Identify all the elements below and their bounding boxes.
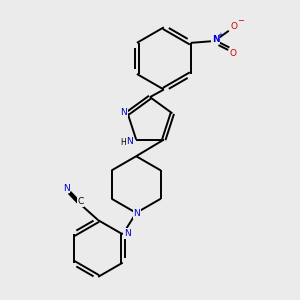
Text: N: N bbox=[124, 229, 131, 238]
Text: H: H bbox=[120, 138, 126, 147]
Text: O: O bbox=[230, 50, 236, 58]
Text: +: + bbox=[218, 32, 224, 38]
Text: N: N bbox=[63, 184, 69, 193]
Text: O: O bbox=[230, 22, 238, 31]
Text: N: N bbox=[120, 108, 127, 117]
Text: −: − bbox=[237, 16, 244, 26]
Text: N: N bbox=[134, 209, 140, 218]
Text: N: N bbox=[127, 136, 133, 146]
Text: C: C bbox=[77, 197, 84, 206]
Text: N: N bbox=[212, 35, 220, 44]
